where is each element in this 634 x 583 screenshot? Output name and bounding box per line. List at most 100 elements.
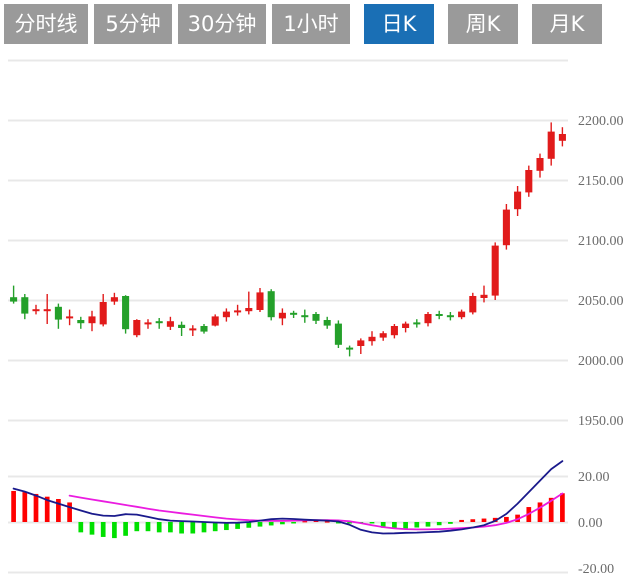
- candle-body: [21, 297, 29, 314]
- candle-body: [469, 295, 477, 313]
- tab-4[interactable]: 日K: [364, 4, 434, 44]
- price-tick-label-5: 1950.00: [578, 414, 624, 429]
- candle: [77, 316, 85, 329]
- candle: [480, 285, 488, 303]
- macd-bar: [89, 522, 95, 535]
- tab-1[interactable]: 5分钟: [94, 4, 172, 44]
- candle: [346, 345, 354, 357]
- candle: [21, 294, 29, 320]
- macd-bar: [246, 522, 252, 528]
- macd-bar: [156, 522, 162, 533]
- macd-bar: [56, 499, 61, 522]
- candle: [178, 321, 186, 336]
- macd-bar: [425, 522, 431, 527]
- macd-bar: [448, 522, 453, 524]
- candle-body: [122, 295, 130, 330]
- macd-bar: [369, 522, 375, 524]
- candle: [368, 331, 376, 346]
- candle: [54, 303, 62, 329]
- candle: [323, 316, 331, 329]
- candle: [88, 310, 96, 332]
- tab-0[interactable]: 分时线: [4, 4, 88, 44]
- candle: [155, 318, 163, 329]
- candle: [525, 165, 533, 197]
- candle: [122, 295, 130, 334]
- candle: [547, 122, 555, 166]
- candle-body: [234, 310, 242, 313]
- macd-bar: [380, 522, 386, 528]
- macd-dif-line: [12, 460, 564, 535]
- candle: [424, 312, 432, 327]
- candle: [458, 309, 466, 320]
- candle-body: [99, 301, 107, 325]
- candle: [446, 312, 454, 321]
- candle: [514, 186, 522, 216]
- candle: [222, 308, 230, 322]
- candle-body: [166, 321, 174, 327]
- macd-bar: [22, 492, 28, 522]
- candle-body: [390, 325, 398, 336]
- candle-body: [547, 131, 555, 159]
- candle: [379, 331, 387, 341]
- candle: [189, 325, 197, 336]
- candle: [32, 304, 40, 315]
- macd-tick-label-2: -20.00: [578, 562, 614, 577]
- candle-body: [491, 245, 499, 296]
- candle: [312, 312, 320, 324]
- candle: [234, 304, 242, 316]
- candle-body: [155, 321, 163, 324]
- candle-body: [54, 306, 62, 320]
- candle-body: [536, 158, 544, 171]
- candle-body: [323, 319, 331, 326]
- candle-body: [267, 291, 275, 318]
- macd-bar: [224, 522, 229, 531]
- candle: [110, 292, 118, 305]
- candle-body: [88, 316, 96, 324]
- macd-bar: [459, 519, 464, 522]
- macd-bar: [67, 502, 72, 522]
- macd-bar: [291, 522, 296, 524]
- candle: [558, 127, 566, 147]
- price-tick-label-4: 2000.00: [578, 354, 624, 369]
- candle-body: [514, 191, 522, 210]
- candle-body: [502, 209, 510, 246]
- tab-6[interactable]: 月K: [532, 4, 602, 44]
- candle-body: [256, 292, 264, 311]
- macd-bar: [560, 493, 565, 522]
- candle: [144, 319, 152, 329]
- candle: [267, 289, 275, 321]
- candle-body: [558, 134, 566, 141]
- macd-bar: [280, 522, 285, 525]
- price-tick-label-0: 2200.00: [578, 114, 624, 129]
- candle-body: [245, 307, 253, 312]
- candle-body: [32, 309, 40, 312]
- candle-body: [189, 328, 197, 331]
- candle-body: [66, 316, 74, 319]
- candle-body: [200, 325, 208, 332]
- candlestick-series: [10, 122, 566, 357]
- candle-body: [379, 333, 387, 338]
- macd-bar: [504, 516, 509, 522]
- price-tick-label-2: 2100.00: [578, 234, 624, 249]
- tab-5[interactable]: 周K: [448, 4, 518, 44]
- macd-bar: [392, 522, 397, 529]
- macd-bar: [414, 522, 420, 528]
- candle-body: [357, 340, 365, 346]
- candle: [469, 292, 477, 315]
- kline-chart[interactable]: 2200.00 2150.00 2100.00 2050.00 2000.00 1950.…: [0, 48, 634, 583]
- macd-bar: [436, 522, 442, 526]
- candle: [334, 320, 342, 348]
- macd-bar: [112, 522, 117, 539]
- macd-bar: [145, 522, 151, 532]
- candle-body: [43, 309, 51, 312]
- macd-bar: [324, 521, 330, 523]
- candle: [357, 338, 365, 354]
- macd-bar: [123, 522, 128, 536]
- candle-body: [368, 336, 376, 342]
- macd-bar: [190, 522, 196, 534]
- tab-2[interactable]: 30分钟: [178, 4, 266, 44]
- macd-bar: [268, 522, 274, 526]
- tab-3[interactable]: 1小时: [272, 4, 350, 44]
- candle: [502, 204, 510, 250]
- candle: [211, 314, 219, 327]
